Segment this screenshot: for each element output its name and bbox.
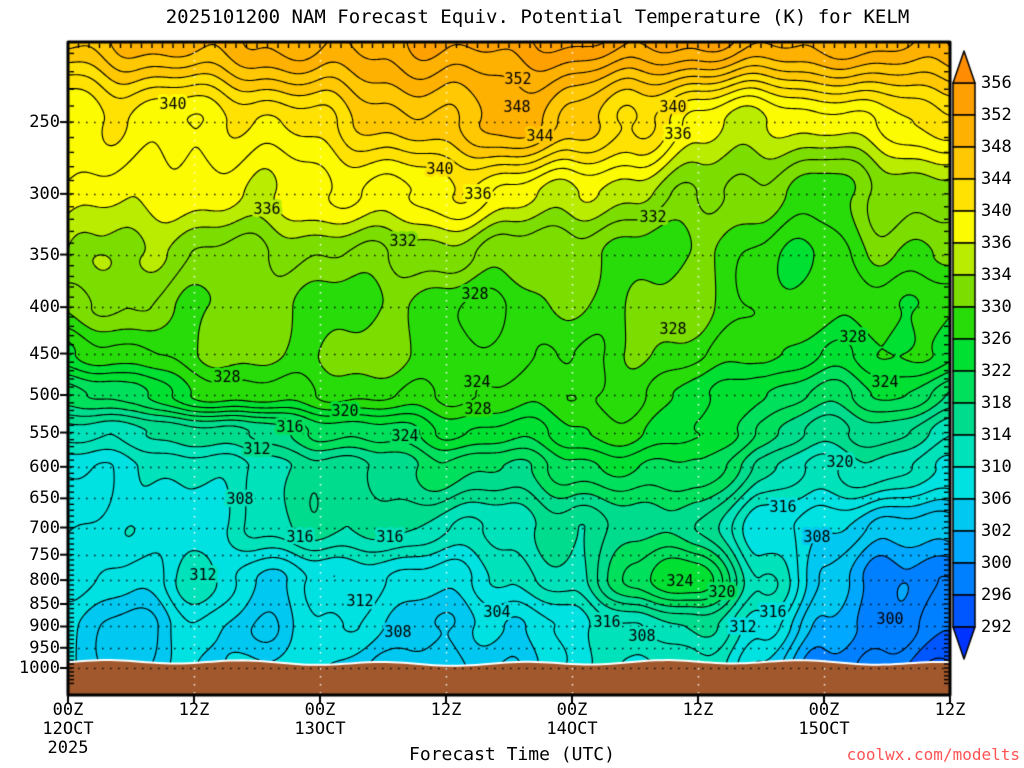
y-axis-tick-label: 400	[29, 297, 60, 318]
colorbar-tick-label: 300	[981, 553, 1012, 573]
y-axis-tick-label: 1000	[19, 657, 60, 678]
y-axis-tick-label: 450	[29, 343, 60, 364]
y-axis-tick-label: 550	[29, 422, 60, 443]
y-axis-tick-label: 800	[29, 570, 60, 591]
colorbar-tick-label: 344	[981, 169, 1012, 189]
colorbar-tick-label: 326	[981, 329, 1012, 349]
x-axis-tick-label: 00Z	[556, 700, 588, 720]
y-axis-tick-label: 950	[29, 637, 60, 658]
x-axis-tick-label: 12Z	[430, 700, 462, 720]
x-axis-tick-label: 12Z	[934, 700, 966, 720]
x-axis-tick-label: 00Z	[808, 700, 840, 720]
colorbar-tick-label: 302	[981, 521, 1012, 541]
colorbar-tick-label: 348	[981, 137, 1012, 157]
colorbar-tick-label: 310	[981, 457, 1012, 477]
y-axis-tick-label: 500	[29, 385, 60, 406]
colorbar-tick-label: 322	[981, 361, 1012, 381]
colorbar-tick-label: 292	[981, 617, 1012, 637]
y-axis-tick-label: 750	[29, 544, 60, 565]
colorbar-tick-label: 336	[981, 233, 1012, 253]
y-axis-tick-label: 850	[29, 593, 60, 614]
y-axis-tick-label: 900	[29, 616, 60, 637]
x-axis-tick-label: 00Z	[52, 700, 84, 720]
x-axis-tick-label: 12Z	[682, 700, 714, 720]
y-axis-tick-label: 600	[29, 456, 60, 477]
colorbar-tick-label: 340	[981, 201, 1012, 221]
x-axis-tick-label: 12Z	[178, 700, 210, 720]
x-axis-date-label: 15OCT	[798, 719, 850, 739]
colorbar-tick-label: 330	[981, 297, 1012, 317]
x-axis-title: Forecast Time (UTC)	[409, 744, 615, 765]
x-axis-date-label: 14OCT	[546, 719, 598, 739]
y-axis-tick-label: 350	[29, 244, 60, 265]
x-axis-tick-label: 00Z	[304, 700, 336, 720]
colorbar-tick-label: 314	[981, 425, 1012, 445]
y-axis-tick-label: 700	[29, 517, 60, 538]
y-axis-tick-label: 300	[29, 183, 60, 204]
x-axis-date-label: 13OCT	[294, 719, 346, 739]
colorbar-tick-label: 296	[981, 585, 1012, 605]
colorbar-tick-label: 318	[981, 393, 1012, 413]
y-axis-tick-label: 650	[29, 488, 60, 509]
colorbar-tick-label: 356	[981, 73, 1012, 93]
colorbar-tick-label: 306	[981, 489, 1012, 509]
x-axis-year-label: 2025	[47, 738, 89, 758]
x-axis-date-label: 12OCT	[42, 719, 94, 739]
colorbar-tick-label: 352	[981, 105, 1012, 125]
colorbar-tick-label: 334	[981, 265, 1012, 285]
watermark-link: coolwx.com/modelts	[846, 745, 1020, 764]
y-axis-tick-label: 250	[29, 112, 60, 133]
chart-title: 2025101200 NAM Forecast Equiv. Potential…	[165, 6, 910, 28]
